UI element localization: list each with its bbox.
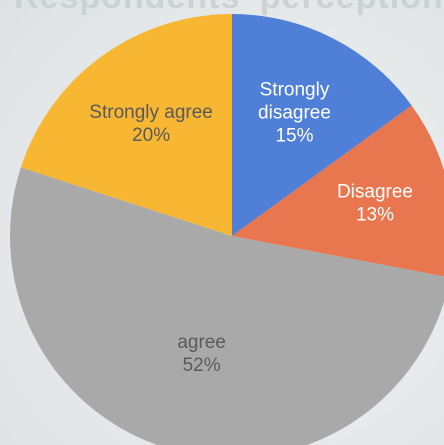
pie-category-label: agree (177, 332, 226, 353)
pie-slices (10, 14, 444, 445)
pie-category-label: Strongly (260, 79, 330, 100)
pie-value-label: 15% (275, 125, 313, 146)
pie-slice-strongly-disagree (232, 14, 412, 236)
pie-category-label: disagree (258, 102, 331, 123)
pie-category-label: Disagree (337, 182, 413, 203)
pie-value-label: 52% (183, 355, 221, 376)
background-heading: Respondents' perception (14, 0, 444, 17)
pie-slice-disagree (232, 105, 444, 277)
pie-slice-strongly-agree (20, 14, 233, 236)
pie-value-label: 20% (132, 125, 170, 146)
pie-slice-agree (10, 167, 444, 445)
pie-category-label: Strongly agree (89, 102, 213, 123)
pie-value-label: 13% (356, 205, 394, 226)
